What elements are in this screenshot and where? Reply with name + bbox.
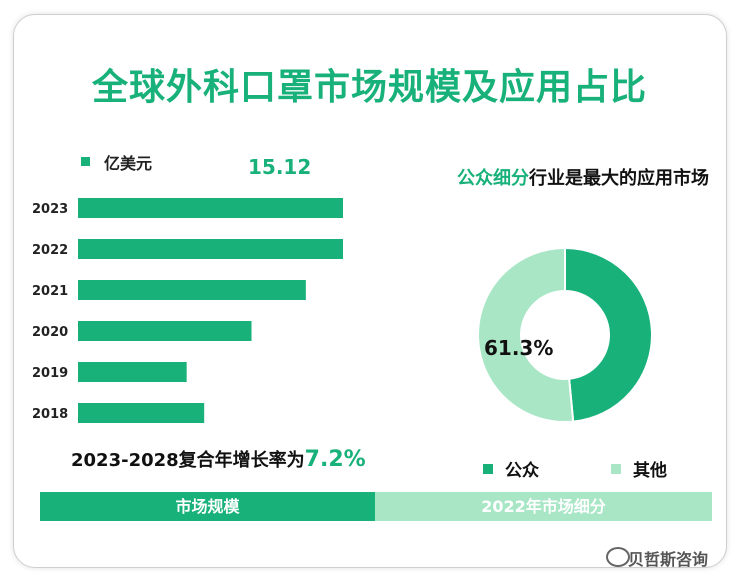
cagr-label: 2023-2028复合年增长率为 [71, 450, 305, 471]
donut-slice [564, 246, 653, 423]
bar [78, 280, 306, 300]
legend-unit-label: 亿美元 [104, 154, 153, 173]
donut-chart [477, 246, 653, 423]
bar-tick-label: 2018 [32, 407, 68, 422]
legend-swatch [81, 157, 90, 166]
bar-tick-label: 2022 [32, 243, 68, 258]
legend-swatch-public [483, 463, 493, 474]
bar [78, 321, 252, 341]
pie-legend-item-public: 公众 [483, 456, 539, 481]
page-title: 全球外科口罩市场规模及应用占比 [91, 67, 647, 108]
pie-legend-item-other: 其他 [611, 456, 667, 481]
pie-title-highlight: 公众细分 [457, 168, 529, 189]
bar-tick-label: 2020 [32, 325, 68, 340]
bar-tick-label: 2019 [32, 366, 68, 381]
bar [78, 362, 187, 382]
bar-tick-label: 2021 [32, 284, 68, 299]
pie-title-rest: 行业是最大的应用市场 [529, 168, 709, 189]
weibo-icon [606, 547, 630, 567]
legend-swatch-other [611, 463, 621, 474]
bar [78, 239, 343, 259]
bar [78, 403, 205, 423]
cagr-text: 2023-2028复合年增长率为7.2% [71, 446, 366, 472]
pie-legend-label: 其他 [633, 461, 667, 481]
bar [78, 198, 343, 218]
bar-tick-label: 2023 [32, 202, 68, 217]
pie-data-label: 61.3% [484, 336, 554, 360]
pie-title: 公众细分行业是最大的应用市场 [457, 160, 725, 197]
footer-market-segment: 2022年市场细分 [375, 492, 712, 521]
footer-market-size: 市场规模 [40, 492, 375, 521]
donut-slice [477, 246, 575, 423]
pie-legend-label: 公众 [505, 461, 539, 481]
watermark: 贝哲斯咨询 [628, 550, 709, 569]
bar-data-label-top: 15.12 [248, 155, 312, 179]
cagr-value: 7.2% [304, 447, 366, 472]
